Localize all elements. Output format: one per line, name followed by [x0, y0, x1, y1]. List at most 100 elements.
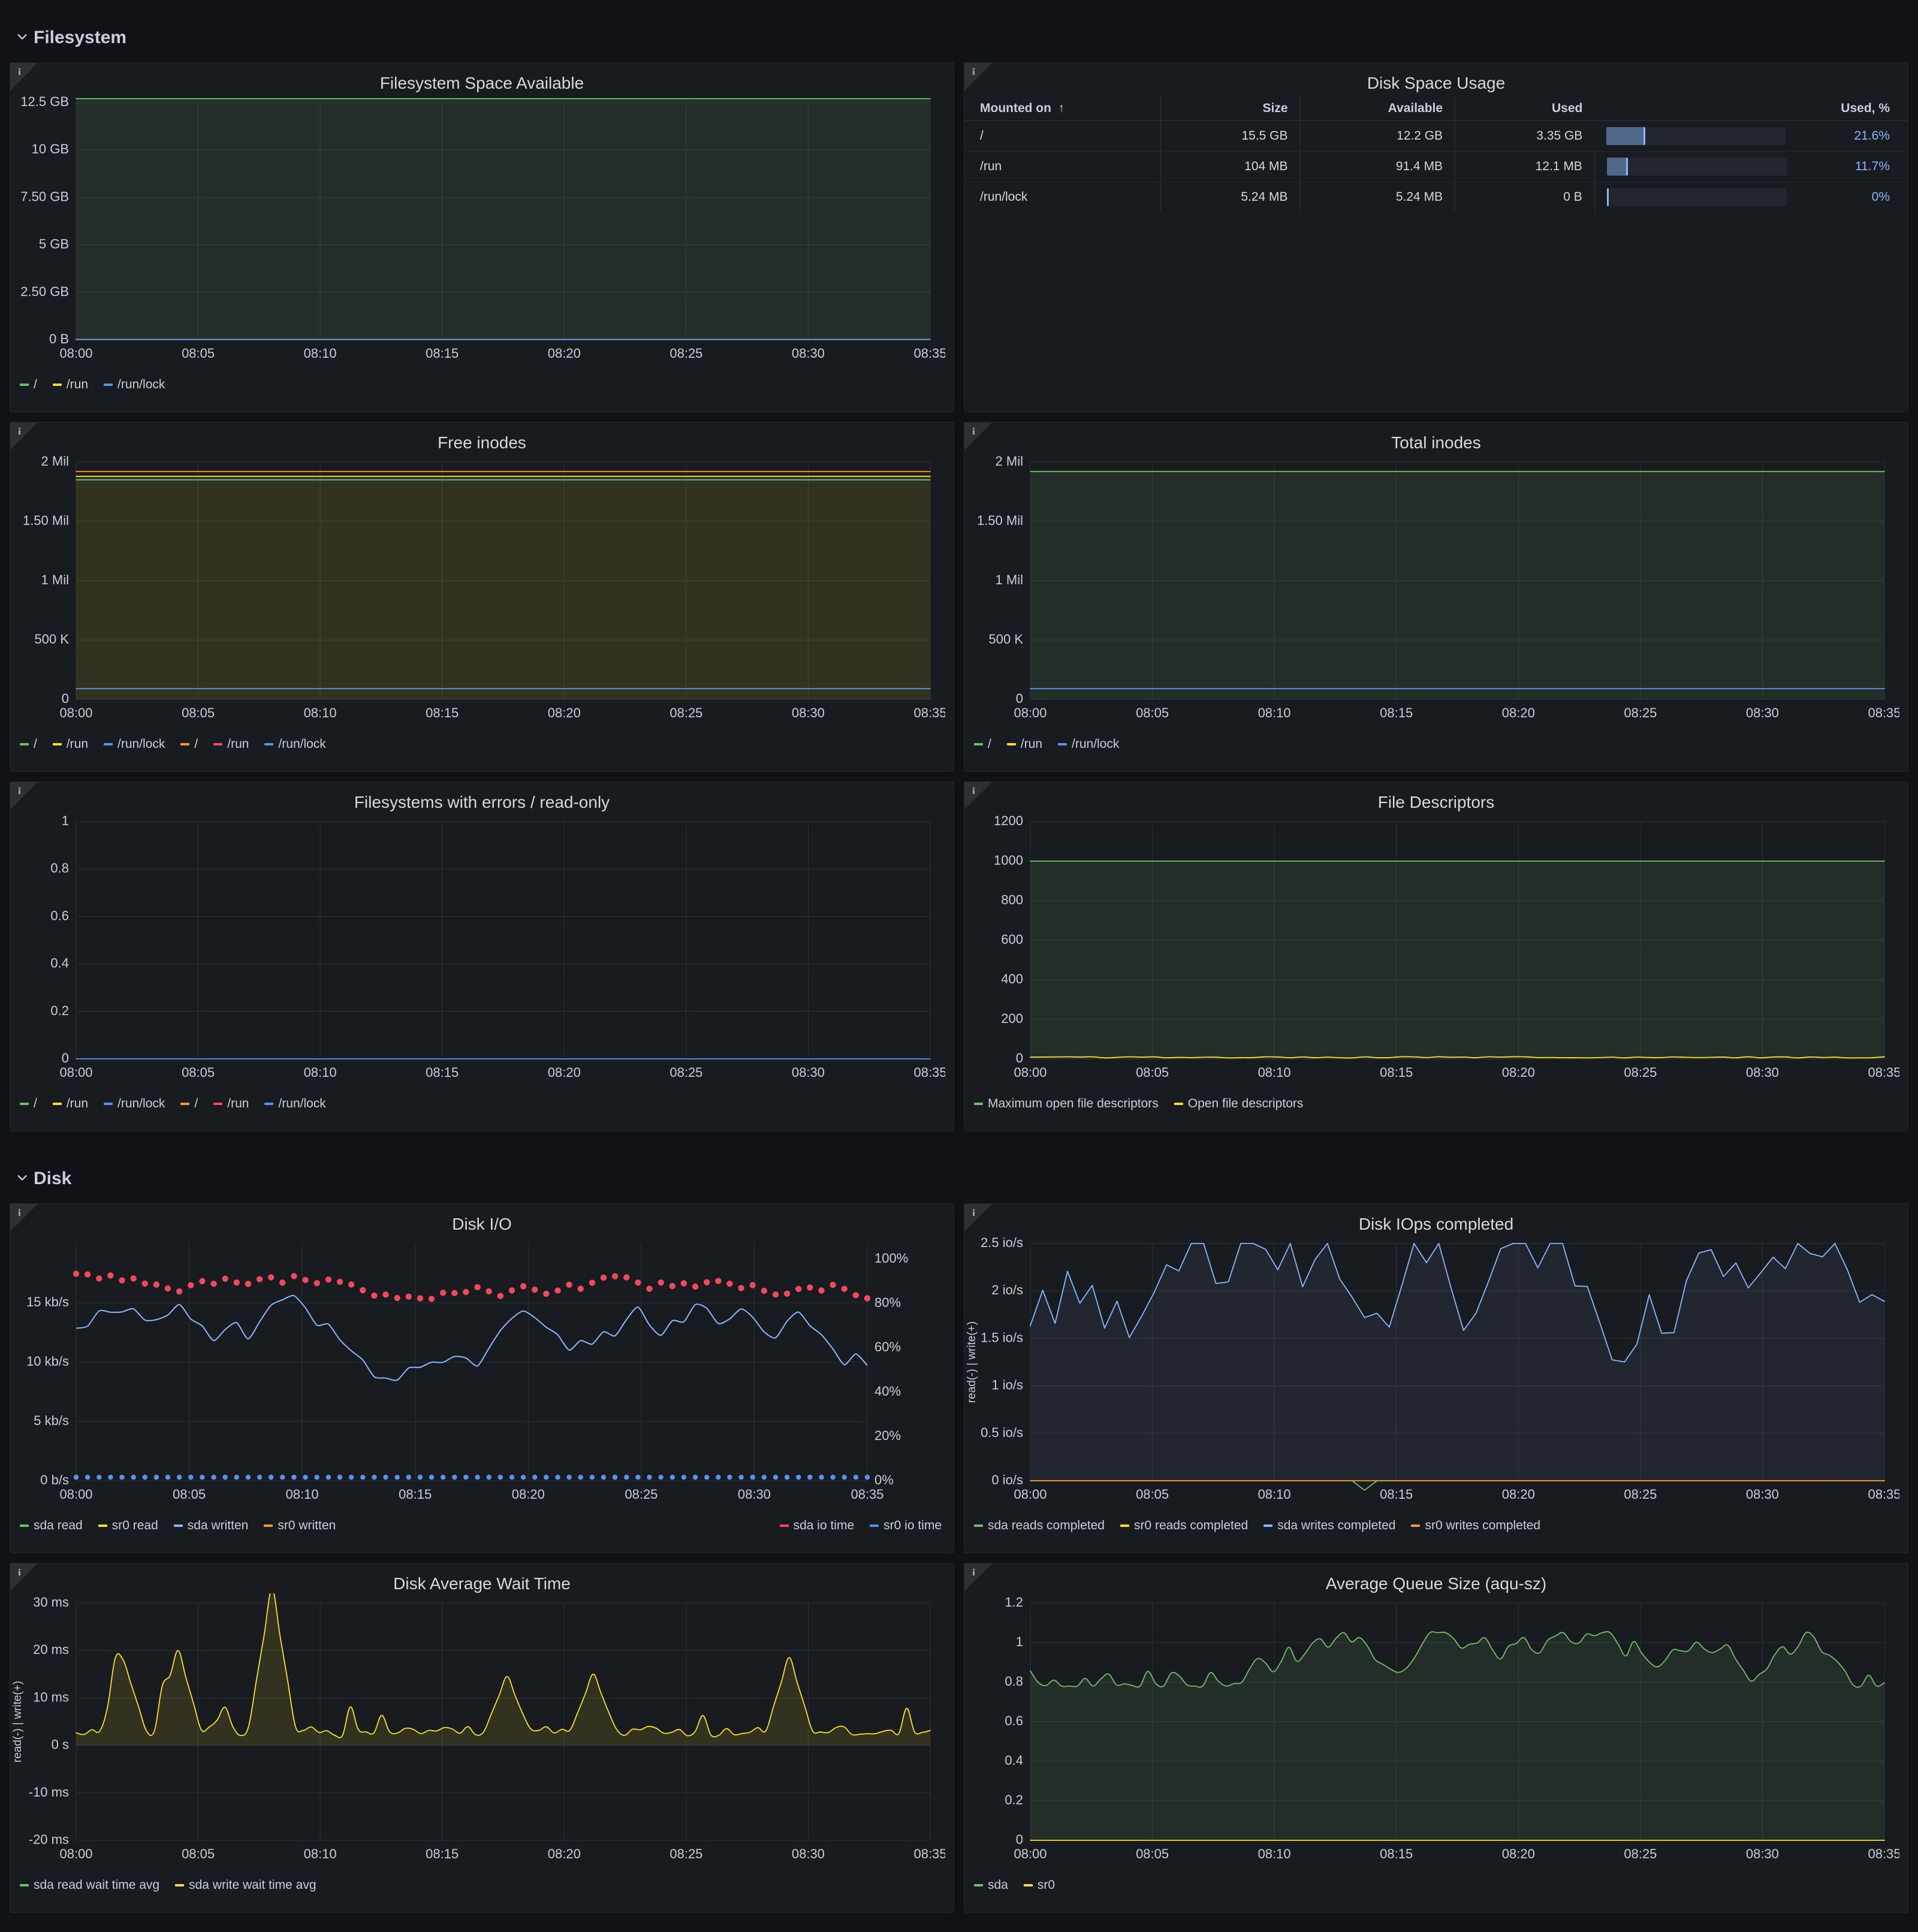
svg-text:0 s: 0 s [52, 1737, 69, 1752]
svg-text:0.2: 0.2 [50, 1003, 69, 1018]
svg-text:08:25: 08:25 [1624, 705, 1657, 720]
svg-text:08:05: 08:05 [182, 705, 215, 720]
svg-text:08:25: 08:25 [1624, 1065, 1657, 1080]
svg-text:-20 ms: -20 ms [29, 1832, 69, 1847]
svg-text:0%: 0% [874, 1472, 894, 1487]
svg-text:1.2: 1.2 [1005, 1595, 1023, 1610]
svg-text:08:15: 08:15 [426, 1846, 459, 1861]
svg-text:08:20: 08:20 [1502, 705, 1535, 720]
svg-text:08:25: 08:25 [1624, 1487, 1657, 1502]
svg-text:08:10: 08:10 [1258, 1846, 1291, 1861]
svg-text:100%: 100% [874, 1251, 908, 1266]
svg-text:0 B: 0 B [49, 331, 69, 346]
svg-text:08:35: 08:35 [913, 346, 945, 361]
svg-text:08:25: 08:25 [625, 1487, 658, 1502]
svg-text:0: 0 [62, 691, 69, 706]
svg-text:08:30: 08:30 [792, 705, 825, 720]
svg-text:08:30: 08:30 [792, 346, 825, 361]
svg-text:600: 600 [1001, 932, 1023, 947]
svg-text:08:25: 08:25 [1624, 1846, 1657, 1861]
svg-text:1.50 Mil: 1.50 Mil [977, 513, 1023, 528]
svg-text:08:30: 08:30 [1746, 705, 1779, 720]
svg-text:500 K: 500 K [35, 632, 70, 647]
svg-text:1200: 1200 [994, 813, 1023, 828]
svg-text:0.6: 0.6 [50, 908, 69, 923]
svg-text:read(-) | write(+): read(-) | write(+) [966, 1321, 978, 1403]
svg-text:08:35: 08:35 [1868, 1846, 1899, 1861]
svg-text:08:10: 08:10 [286, 1487, 319, 1502]
svg-text:12.5 GB: 12.5 GB [20, 94, 69, 109]
svg-text:read(-) | write(+): read(-) | write(+) [11, 1681, 24, 1762]
svg-text:1 Mil: 1 Mil [41, 572, 69, 587]
svg-text:5 kb/s: 5 kb/s [34, 1413, 69, 1428]
svg-text:0: 0 [1016, 691, 1023, 706]
svg-text:08:00: 08:00 [1014, 1065, 1047, 1080]
svg-text:7.50 GB: 7.50 GB [20, 189, 69, 204]
svg-text:08:15: 08:15 [1380, 1846, 1413, 1861]
svg-text:1 Mil: 1 Mil [996, 572, 1023, 587]
svg-text:2 io/s: 2 io/s [991, 1282, 1023, 1297]
svg-text:08:15: 08:15 [426, 346, 459, 361]
svg-text:08:10: 08:10 [304, 346, 337, 361]
svg-text:08:00: 08:00 [59, 1846, 92, 1861]
svg-text:2 Mil: 2 Mil [41, 454, 69, 469]
svg-text:08:05: 08:05 [1136, 1487, 1169, 1502]
svg-text:30 ms: 30 ms [33, 1595, 69, 1610]
svg-text:1000: 1000 [994, 853, 1023, 868]
svg-text:0 io/s: 0 io/s [991, 1472, 1023, 1487]
svg-text:2.5 io/s: 2.5 io/s [981, 1235, 1023, 1250]
svg-text:08:10: 08:10 [304, 705, 337, 720]
svg-text:08:35: 08:35 [913, 1846, 945, 1861]
svg-text:1: 1 [1016, 1634, 1023, 1649]
svg-text:20%: 20% [874, 1428, 901, 1443]
svg-text:08:15: 08:15 [399, 1487, 432, 1502]
svg-text:10 kb/s: 10 kb/s [26, 1354, 69, 1369]
svg-text:0: 0 [1016, 1832, 1023, 1847]
svg-text:08:30: 08:30 [1746, 1065, 1779, 1080]
svg-text:08:35: 08:35 [1868, 705, 1899, 720]
svg-text:08:20: 08:20 [1502, 1487, 1535, 1502]
svg-text:800: 800 [1001, 892, 1023, 907]
svg-text:08:05: 08:05 [1136, 1846, 1169, 1861]
svg-text:2 Mil: 2 Mil [996, 454, 1023, 469]
svg-text:08:10: 08:10 [1258, 705, 1291, 720]
svg-text:200: 200 [1001, 1011, 1023, 1026]
svg-text:08:20: 08:20 [548, 1065, 581, 1080]
svg-text:1 io/s: 1 io/s [991, 1378, 1023, 1393]
svg-text:0.5 io/s: 0.5 io/s [981, 1425, 1023, 1440]
svg-text:0 b/s: 0 b/s [40, 1472, 69, 1487]
svg-text:5 GB: 5 GB [39, 237, 69, 252]
svg-text:0.6: 0.6 [1005, 1713, 1023, 1728]
svg-text:08:35: 08:35 [1868, 1065, 1899, 1080]
svg-text:08:20: 08:20 [1502, 1065, 1535, 1080]
svg-text:08:35: 08:35 [913, 1065, 945, 1080]
svg-text:08:35: 08:35 [851, 1487, 883, 1502]
svg-text:500 K: 500 K [989, 632, 1024, 647]
svg-text:08:20: 08:20 [548, 346, 581, 361]
svg-text:40%: 40% [874, 1384, 901, 1399]
svg-text:15 kb/s: 15 kb/s [26, 1294, 69, 1309]
svg-text:08:05: 08:05 [182, 1065, 215, 1080]
svg-text:08:10: 08:10 [304, 1846, 337, 1861]
svg-text:1.5 io/s: 1.5 io/s [981, 1330, 1023, 1345]
svg-text:1.50 Mil: 1.50 Mil [23, 513, 69, 528]
svg-text:08:10: 08:10 [304, 1065, 337, 1080]
svg-text:10 ms: 10 ms [33, 1689, 69, 1704]
svg-text:0: 0 [62, 1050, 69, 1065]
svg-text:08:30: 08:30 [738, 1487, 771, 1502]
svg-text:08:30: 08:30 [792, 1065, 825, 1080]
svg-text:08:25: 08:25 [670, 705, 702, 720]
svg-text:08:15: 08:15 [1380, 705, 1413, 720]
svg-text:2.50 GB: 2.50 GB [20, 284, 69, 299]
svg-text:08:00: 08:00 [59, 1065, 92, 1080]
svg-text:0.8: 0.8 [1005, 1674, 1023, 1689]
svg-text:08:10: 08:10 [1258, 1065, 1291, 1080]
svg-text:400: 400 [1001, 971, 1023, 986]
svg-text:08:00: 08:00 [1014, 1846, 1047, 1861]
svg-text:60%: 60% [874, 1339, 901, 1354]
svg-text:08:05: 08:05 [173, 1487, 206, 1502]
svg-text:0.4: 0.4 [1005, 1753, 1023, 1768]
svg-text:08:00: 08:00 [1014, 1487, 1047, 1502]
svg-text:08:30: 08:30 [1746, 1487, 1779, 1502]
svg-text:08:20: 08:20 [512, 1487, 545, 1502]
